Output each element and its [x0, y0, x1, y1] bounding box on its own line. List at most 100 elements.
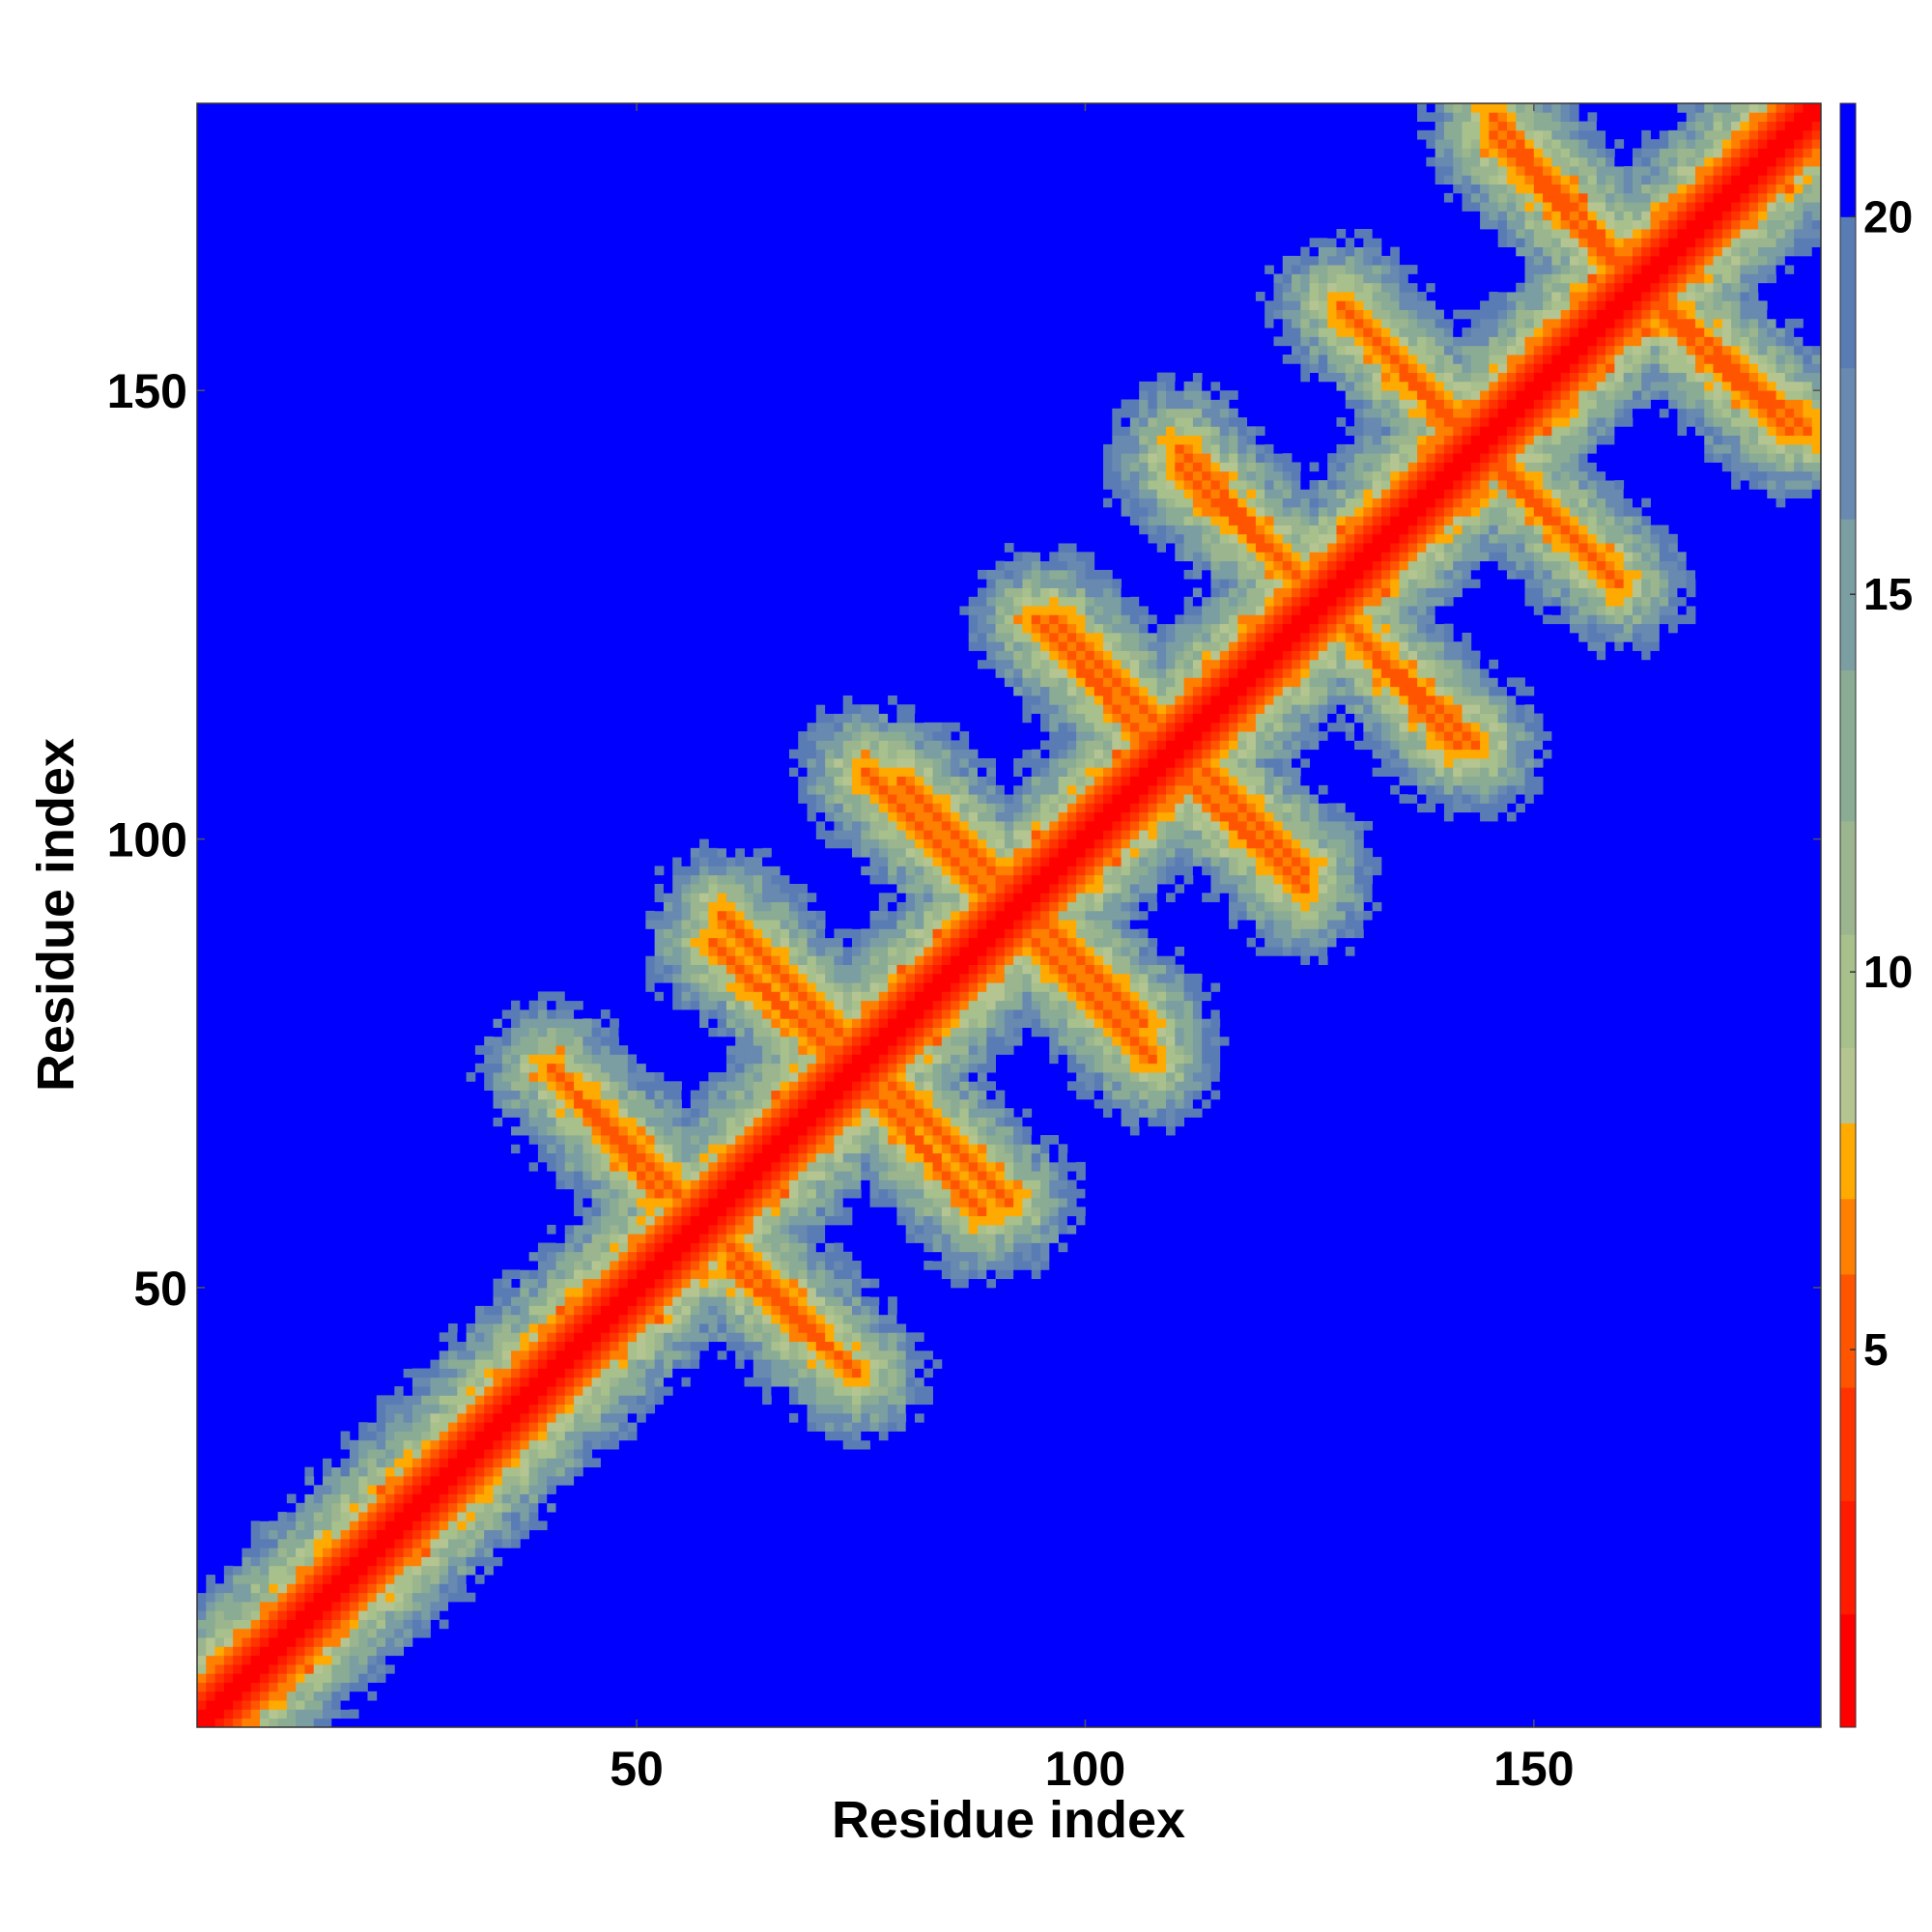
heatmap-cell	[861, 937, 870, 948]
heatmap-cell	[564, 1045, 575, 1055]
heatmap-cell	[905, 1000, 916, 1010]
heatmap-cell	[537, 1242, 548, 1253]
heatmap-cell	[331, 1628, 341, 1638]
heatmap-cell	[520, 1287, 530, 1297]
heatmap-cell	[788, 1350, 799, 1360]
heatmap-cell	[690, 1135, 700, 1145]
heatmap-cell	[1066, 695, 1077, 705]
heatmap-cell	[466, 1466, 476, 1477]
heatmap-cell	[1004, 1179, 1014, 1190]
heatmap-cell	[1004, 991, 1014, 1002]
heatmap-cell	[690, 1269, 700, 1280]
heatmap-cell	[995, 857, 1006, 867]
heatmap-cell	[304, 1655, 315, 1665]
heatmap-cell	[888, 1179, 897, 1190]
heatmap-cell	[977, 1063, 987, 1073]
heatmap-cell	[1076, 1242, 1086, 1253]
heatmap-cell	[762, 1305, 772, 1316]
heatmap-cell	[1049, 1036, 1059, 1046]
heatmap-cell	[842, 1269, 853, 1280]
heatmap-cell	[941, 731, 952, 741]
heatmap-cell	[1076, 1054, 1086, 1065]
heatmap-cell	[780, 1207, 790, 1217]
heatmap-cell	[798, 1269, 808, 1280]
heatmap-cell	[834, 1314, 844, 1324]
heatmap-cell	[1049, 1242, 1059, 1253]
heatmap-cell	[1013, 1144, 1023, 1154]
heatmap-cell	[645, 1251, 656, 1262]
heatmap-cell	[430, 1350, 440, 1360]
heatmap-cell	[448, 1565, 458, 1576]
heatmap-cell	[959, 587, 970, 598]
heatmap-cell	[582, 1251, 593, 1262]
heatmap-cell	[717, 1125, 727, 1136]
heatmap-cell	[735, 955, 745, 965]
heatmap-cell	[197, 1700, 207, 1710]
heatmap-cell	[905, 1395, 916, 1406]
heatmap-cell	[815, 1179, 826, 1190]
heatmap-cell	[834, 811, 844, 822]
heatmap-cell	[574, 1269, 583, 1280]
heatmap-cell	[448, 1412, 458, 1423]
heatmap-cell	[511, 1098, 521, 1109]
heatmap-cell	[286, 1575, 297, 1584]
heatmap-cell	[484, 1314, 494, 1324]
heatmap-cell	[672, 1117, 682, 1127]
heatmap-cell	[421, 1466, 431, 1477]
heatmap-cell	[313, 1529, 324, 1540]
heatmap-cell	[663, 1368, 673, 1378]
heatmap-cell	[708, 1314, 719, 1324]
heatmap-cell	[493, 1538, 503, 1548]
heatmap-cell	[349, 1520, 359, 1531]
heatmap-cell	[582, 1439, 593, 1450]
heatmap-cell	[725, 928, 736, 939]
heatmap-cell	[582, 1198, 593, 1208]
heatmap-cell	[618, 1412, 629, 1423]
heatmap-cell	[708, 928, 719, 939]
heatmap-cell	[995, 1090, 1006, 1100]
heatmap-cell	[968, 928, 979, 939]
heatmap-cell	[923, 1242, 933, 1253]
heatmap-cell	[286, 1673, 297, 1683]
heatmap-cell	[645, 1090, 656, 1100]
heatmap-cell	[520, 1036, 530, 1046]
heatmap-cell	[528, 1009, 539, 1019]
heatmap-cell	[564, 1171, 575, 1180]
heatmap-cell	[995, 1224, 1006, 1235]
heatmap-cell	[1066, 982, 1077, 992]
heatmap-cell	[1076, 857, 1086, 867]
heatmap-cell	[1004, 1188, 1014, 1199]
heatmap-cell	[304, 1520, 315, 1531]
heatmap-cell	[834, 794, 844, 804]
heatmap-cell	[699, 1188, 709, 1199]
heatmap-cell	[448, 1512, 458, 1521]
heatmap-cell	[842, 1081, 853, 1091]
heatmap-cell	[582, 1207, 593, 1217]
heatmap-cell	[932, 1198, 943, 1208]
heatmap-cell	[304, 1610, 315, 1620]
heatmap-cell	[493, 1323, 503, 1333]
heatmap-cell	[1004, 1125, 1014, 1136]
heatmap-cell	[869, 937, 880, 948]
heatmap-cell	[995, 866, 1006, 876]
heatmap-cell	[555, 1045, 566, 1055]
heatmap-cell	[591, 1207, 602, 1217]
heatmap-cell	[708, 1081, 719, 1091]
heatmap-cell	[861, 1098, 870, 1109]
heatmap-cell	[484, 1404, 494, 1414]
heatmap-cell	[1004, 1269, 1014, 1280]
heatmap-cell	[905, 830, 916, 839]
heatmap-cell	[825, 1278, 835, 1289]
heatmap-cell	[753, 1278, 763, 1289]
heatmap-cell	[672, 1171, 682, 1180]
heatmap-cell	[484, 1305, 494, 1316]
heatmap-cell	[376, 1431, 386, 1441]
heatmap-cell	[968, 874, 979, 885]
heatmap-cell	[905, 1117, 916, 1127]
heatmap-cell	[968, 1081, 979, 1091]
heatmap-cell	[358, 1628, 368, 1638]
heatmap-cell	[591, 1090, 602, 1100]
heatmap-cell	[878, 731, 889, 741]
heatmap-cell	[1004, 1161, 1014, 1172]
heatmap-cell	[932, 1045, 943, 1055]
